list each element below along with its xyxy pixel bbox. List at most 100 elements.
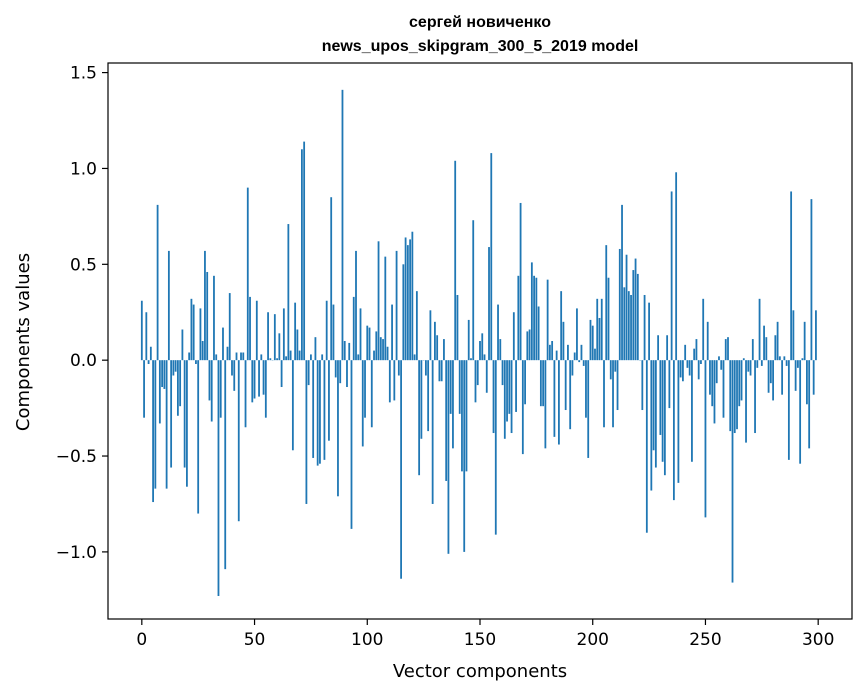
bar-152 [483, 354, 486, 361]
bar-53 [260, 354, 263, 361]
bar-229 [657, 335, 660, 361]
bar-29 [206, 271, 209, 361]
bar-7 [156, 204, 159, 361]
bar-34 [217, 360, 220, 596]
bar-275 [760, 360, 763, 366]
bar-149 [476, 360, 479, 386]
bar-100 [366, 325, 369, 361]
bar-173 [530, 262, 533, 361]
bar-289 [792, 310, 795, 361]
bar-207 [607, 277, 610, 361]
bar-27 [201, 341, 204, 361]
bar-211 [616, 360, 619, 411]
bar-8 [158, 360, 161, 424]
bar-141 [458, 360, 461, 414]
bar-194 [578, 360, 581, 363]
bar-159 [499, 339, 502, 361]
bar-39 [228, 293, 231, 361]
bar-204 [600, 298, 603, 361]
bar-217 [630, 294, 632, 361]
bar-130 [434, 321, 436, 361]
bar-104 [375, 331, 378, 361]
bar-281 [774, 335, 777, 361]
bar-10 [163, 360, 166, 389]
bar-162 [506, 360, 508, 422]
bar-247 [697, 360, 700, 380]
bar-66 [289, 350, 292, 361]
bar-37 [224, 360, 227, 570]
bar-257 [720, 360, 723, 370]
bar-140 [456, 294, 459, 361]
bar-254 [713, 360, 716, 424]
chart-title-line1: сергей новиченко [409, 14, 551, 31]
bar-0 [140, 300, 143, 361]
bar-145 [467, 319, 470, 361]
bar-186 [560, 291, 563, 361]
bar-87 [337, 360, 339, 497]
bar-84 [330, 197, 333, 361]
bar-26 [199, 308, 202, 361]
bar-101 [368, 327, 371, 361]
bar-248 [700, 360, 702, 364]
bar-287 [787, 360, 790, 460]
bar-232 [663, 360, 666, 476]
bar-15 [174, 360, 177, 372]
bar-48 [249, 296, 251, 361]
x-tick-label: 0 [136, 630, 147, 650]
bar-168 [519, 202, 522, 361]
bar-175 [535, 277, 538, 361]
bar-200 [591, 325, 594, 361]
bar-11 [165, 360, 168, 489]
bar-79 [319, 360, 321, 464]
bar-199 [589, 319, 592, 361]
bar-80 [321, 354, 324, 361]
bar-270 [749, 360, 752, 376]
bar-157 [494, 360, 497, 535]
bar-61 [278, 333, 281, 361]
bar-146 [470, 358, 472, 361]
y-tick-label: −1.0 [56, 543, 97, 563]
bar-76 [312, 360, 315, 458]
bar-161 [503, 360, 506, 439]
bar-43 [237, 360, 240, 522]
bar-110 [388, 360, 391, 403]
bar-139 [454, 160, 457, 361]
bar-67 [291, 360, 294, 451]
bar-225 [648, 302, 650, 361]
bar-69 [296, 329, 299, 361]
bar-185 [558, 360, 560, 445]
bar-82 [325, 300, 328, 361]
bar-20 [186, 360, 188, 487]
bar-92 [348, 342, 351, 361]
bar-171 [526, 331, 529, 361]
bar-40 [231, 360, 233, 376]
bar-17 [179, 360, 182, 407]
bar-49 [251, 360, 254, 403]
bar-90 [343, 341, 346, 361]
bar-123 [418, 360, 421, 476]
plot-frame [107, 62, 853, 620]
bar-155 [490, 153, 493, 361]
bar-109 [386, 346, 389, 361]
bar-108 [384, 256, 387, 361]
bar-1 [143, 360, 145, 418]
bar-288 [790, 191, 793, 361]
bar-216 [627, 291, 630, 361]
bar-298 [812, 360, 815, 395]
bar-241 [684, 344, 687, 361]
bar-135 [445, 360, 448, 481]
bar-180 [546, 279, 549, 361]
bar-167 [517, 275, 520, 361]
y-axis-label: Components values [13, 253, 34, 431]
bar-205 [603, 360, 605, 428]
bar-166 [515, 360, 517, 412]
bar-52 [258, 360, 260, 397]
bar-276 [763, 325, 765, 361]
bar-6 [154, 360, 157, 489]
bar-129 [431, 360, 434, 504]
bar-12 [167, 250, 170, 361]
bar-172 [528, 329, 531, 361]
bar-116 [402, 264, 405, 361]
bar-235 [670, 191, 673, 361]
